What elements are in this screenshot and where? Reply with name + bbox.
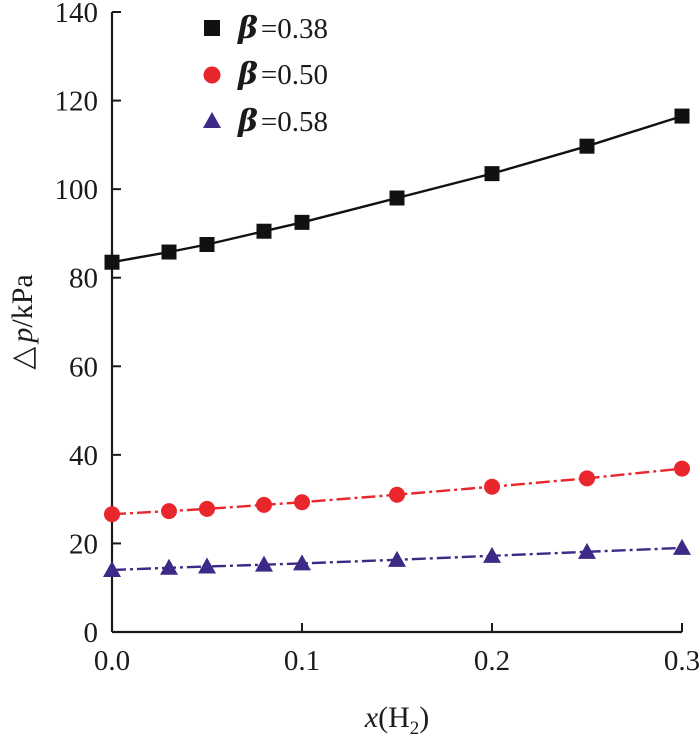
series-2-point — [161, 503, 177, 520]
series-1-point — [256, 223, 272, 239]
legend-item-2-symbol: β — [237, 57, 258, 92]
series-1-line — [111, 114, 683, 264]
series-3-point — [198, 557, 216, 574]
legend-item-1-label: β =0.38 — [237, 11, 328, 46]
series-1-point — [294, 214, 310, 230]
legend-item-1-value: =0.38 — [261, 13, 328, 45]
y-axis-title-var: p — [6, 328, 39, 345]
y-axis-title-unit: /kPa — [6, 274, 39, 327]
y-tick-label: 120 — [55, 86, 99, 118]
legend-item-1-symbol: β — [237, 11, 258, 46]
x-axis-title-sub: 2 — [410, 718, 420, 739]
series-2-point — [674, 460, 690, 477]
y-ticks: 0 20 40 60 80 100 120 140 — [55, 0, 121, 649]
y-tick-label: 100 — [55, 174, 99, 206]
x-ticks: 0.0 0.1 0.2 0.3 — [94, 623, 700, 677]
series-2-point — [389, 486, 405, 503]
y-tick-label: 60 — [69, 351, 98, 383]
series-3-point — [293, 554, 311, 571]
legend-item-2-value: =0.50 — [261, 59, 328, 91]
series-2-point — [294, 494, 310, 511]
y-tick-label: 20 — [69, 528, 98, 560]
x-tick-label: 0.2 — [474, 645, 510, 677]
legend-item-3: β =0.58 — [203, 104, 328, 139]
y-tick-label: 40 — [69, 440, 98, 472]
legend-item-3-label: β =0.58 — [237, 104, 328, 139]
series-3-line — [111, 546, 683, 572]
legend-item-1: β =0.38 — [204, 11, 328, 46]
y-axis-title: △ p/kPa — [6, 274, 39, 369]
legend-triangle-marker-icon — [203, 112, 221, 128]
legend-item-3-value: =0.58 — [261, 106, 328, 138]
axes — [110, 12, 682, 634]
series-2-point — [256, 496, 272, 513]
series-2-point — [199, 500, 215, 517]
series-2-point — [104, 506, 120, 523]
series-3-point — [673, 538, 691, 555]
x-axis-title-close: ) — [419, 701, 429, 734]
x-tick-label: 0.3 — [664, 645, 700, 677]
legend-item-2: β =0.50 — [203, 57, 328, 92]
series-1-point — [104, 254, 120, 270]
legend-item-2-label: β =0.50 — [237, 57, 328, 92]
legend-item-3-symbol: β — [237, 104, 258, 139]
series-markers — [103, 108, 691, 577]
series-1-point — [674, 108, 690, 124]
series-1-point — [199, 237, 215, 252]
x-axis-title-open: (H — [378, 701, 410, 734]
series-1-point — [579, 138, 595, 154]
x-axis-title: x(H2) — [364, 701, 429, 739]
x-tick-label: 0.0 — [94, 645, 130, 677]
series-2-point — [579, 470, 595, 487]
series-2-line — [111, 467, 683, 516]
series-3-point — [160, 558, 178, 575]
y-tick-label: 80 — [69, 263, 98, 295]
series-1-point — [161, 244, 177, 260]
x-axis-title-var: x — [364, 701, 379, 734]
series-1-point — [484, 166, 500, 182]
series-3-point — [255, 555, 273, 572]
series-3-point — [103, 561, 121, 577]
legend-circle-marker-icon — [203, 66, 221, 84]
y-tick-label: 0 — [84, 617, 99, 649]
series-1-point — [389, 190, 405, 206]
series-3-point — [388, 550, 406, 567]
x-tick-label: 0.1 — [284, 645, 320, 677]
y-tick-label: 140 — [55, 0, 99, 29]
legend: β =0.38 β =0.50 β =0.58 — [203, 11, 328, 139]
series-3-point — [483, 546, 501, 563]
y-axis-title-delta: △ — [6, 347, 39, 370]
series-2-point — [484, 478, 500, 495]
legend-square-marker-icon — [204, 20, 220, 36]
series-3-point — [578, 542, 596, 559]
